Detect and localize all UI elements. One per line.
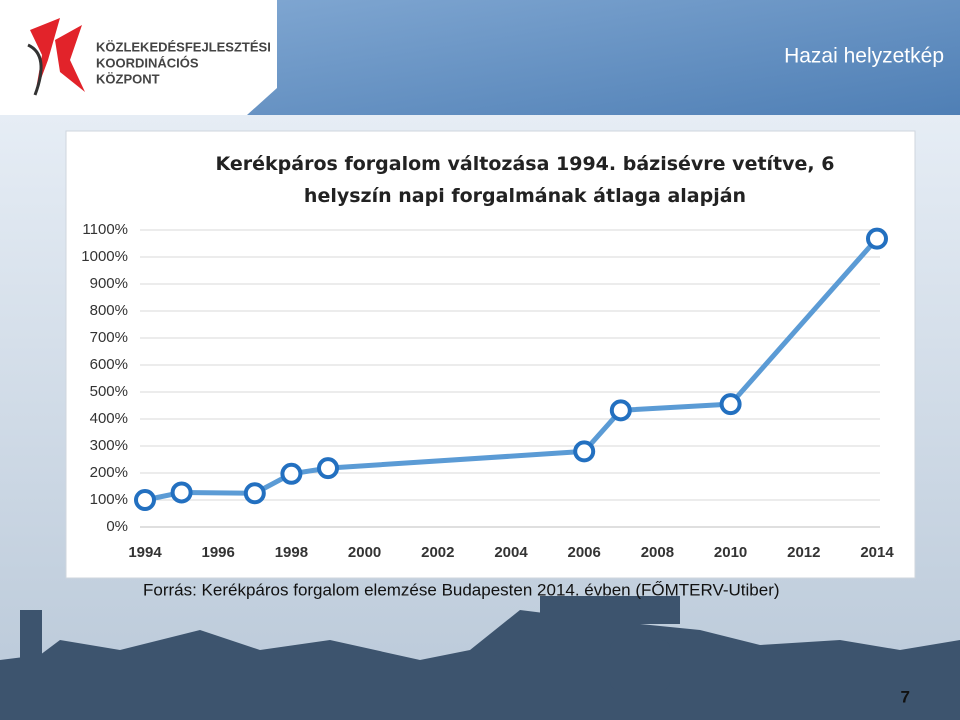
logo: KÖZLEKEDÉSFEJLESZTÉSI KOORDINÁCIÓS KÖZPO… — [27, 18, 271, 96]
plot: 0% 100% 200% 300% 400% 500% 600% 700% 800% 900% 10… — [81, 221, 894, 561]
x-tick-label: 2010 — [714, 544, 747, 561]
source-note: Forrás: Kerékpáros forgalom elemzése Bud… — [143, 580, 780, 599]
data-point — [170, 481, 193, 504]
y-tick-label: 800% — [90, 302, 128, 319]
chart-title: Kerékpáros forgalom változása 1994. bázi… — [215, 153, 835, 207]
data-point — [573, 440, 596, 463]
y-tick-label: 600% — [90, 356, 128, 373]
data-point — [719, 393, 742, 416]
x-tick-label: 1998 — [275, 544, 308, 561]
y-tick-label: 100% — [90, 491, 128, 508]
logo-text: KÖZPONT — [96, 71, 160, 86]
y-tick-label: 300% — [90, 437, 128, 454]
y-tick-label: 200% — [90, 464, 128, 481]
skyline — [0, 596, 960, 720]
data-point — [609, 399, 632, 422]
y-tick-label: 1000% — [81, 248, 128, 265]
header-shape — [247, 0, 960, 115]
x-tick-label: 2004 — [494, 544, 528, 561]
data-point — [866, 227, 888, 250]
y-tick-label: 900% — [90, 275, 128, 292]
x-tick-label: 2012 — [787, 544, 820, 561]
logo-text: KÖZLEKEDÉSFEJLESZTÉSI — [96, 39, 271, 54]
x-tick-label: 1996 — [202, 544, 235, 561]
y-tick-label: 0% — [106, 518, 128, 535]
header-title: Hazai helyzetkép — [784, 45, 944, 68]
x-tick-label: 2014 — [860, 544, 894, 561]
logo-text: KOORDINÁCIÓS — [96, 55, 199, 70]
y-tick-label: 400% — [90, 410, 128, 427]
y-tick-label: 500% — [90, 383, 128, 400]
x-tick-label: 2000 — [348, 544, 381, 561]
x-tick-label: 1994 — [128, 544, 162, 561]
y-tick-label: 1100% — [82, 221, 128, 238]
x-tick-label: 2008 — [641, 544, 674, 561]
data-point — [243, 482, 266, 505]
data-point — [317, 457, 339, 480]
page-number: 7 — [901, 687, 910, 706]
x-tick-label: 2002 — [421, 544, 454, 561]
y-tick-label: 700% — [90, 329, 128, 346]
data-point — [134, 489, 156, 511]
data-point — [280, 462, 303, 485]
x-tick-label: 2006 — [568, 544, 601, 561]
